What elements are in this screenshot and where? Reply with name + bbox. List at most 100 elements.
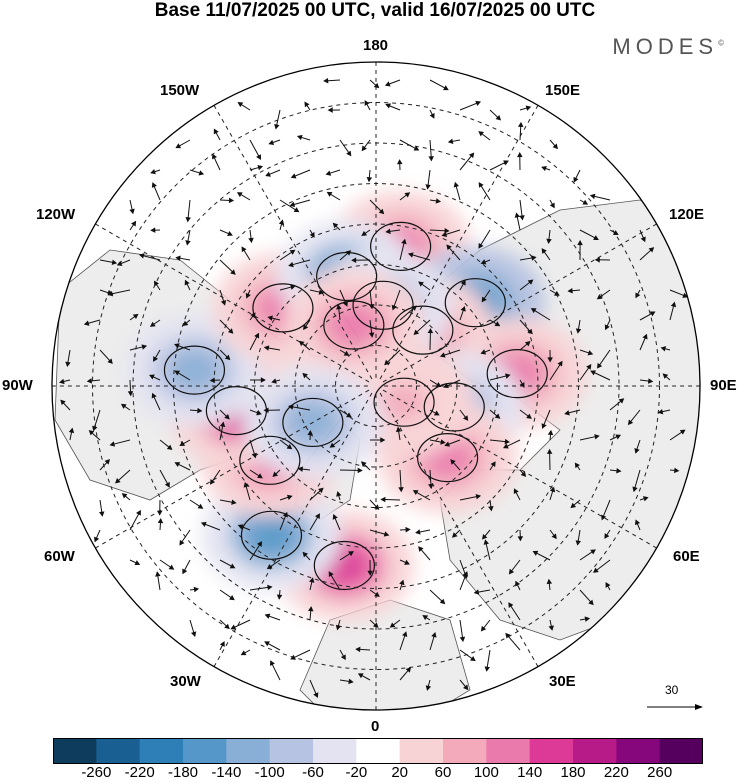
wind-arrow-head [412,490,419,496]
wind-arrow-head [343,350,350,356]
wind-vectors [59,77,689,698]
wind-arrow-head [256,541,263,547]
wind-arrow-head [157,510,163,516]
wind-arrow-head [495,115,502,121]
wind-arrow-head [185,216,191,223]
wind-arrow-head [520,471,527,477]
wind-arrow-head [380,496,386,503]
wind-arrow-head [265,171,271,177]
wind-arrow-head [346,412,352,418]
wind-arrow-head [309,232,315,238]
wind-arrow-head [588,599,594,606]
wind-arrow-head [278,219,285,225]
wind-arrow-head [209,377,215,384]
wind-arrow-head [594,434,600,440]
wind-arrow-head [490,461,496,468]
wind-arrow-head [336,304,342,310]
wind-arrow-head [268,139,275,146]
wind-arrow-head [427,328,434,334]
wind-arrow-head [541,165,547,172]
anomaly-blob [329,305,378,345]
wind-arrow-head [451,532,458,538]
wind-arrow-head [229,595,235,601]
wind-arrow-head [462,415,469,421]
wind-arrow-head [296,134,303,141]
lon-label-30w: 30W [170,673,201,690]
wind-arrow-head [682,292,689,298]
wind-arrow-head [227,328,234,334]
wind-arrow-head [260,377,266,383]
wind-arrow-head [488,506,494,512]
wind-arrow-head [209,479,216,485]
map-title: Base 11/07/2025 00 UTC, valid 16/07/2025… [154,0,596,21]
wind-arrow-head [153,356,159,362]
wind-arrow-head [267,315,273,321]
wind-arrow-head [185,240,191,246]
wind-arrow-head [484,666,491,672]
wind-arrow-head [532,550,539,556]
wind-arrow-head [136,509,141,516]
wind-arrow-head [184,279,190,286]
wind-arrow-head [272,471,279,478]
wind-arrow-head [480,349,487,355]
wind-arrow-head [263,345,270,351]
wind-arrow-head [480,259,487,265]
wind-arrow-head [546,448,553,454]
wind-arrow-head [444,441,451,447]
wind-arrow-head [557,360,563,367]
wind-arrow-head [481,534,488,540]
wind-arrow-head [385,103,391,109]
wind-arrow-head [546,578,553,585]
wind-arrow-head [372,622,379,628]
colorbar-tick-label: 180 [560,764,586,781]
wind-arrow-head [503,160,509,166]
wind-arrow-head [478,182,484,188]
wind-arrow-head [286,494,293,501]
wind-arrow-head [567,287,573,294]
lon-label-120e: 120E [669,206,705,223]
wind-arrow-head [612,230,619,235]
wind-arrow-head [68,427,75,434]
anomaly-contour [163,345,226,395]
wind-arrow-head [627,419,634,426]
vector-scale: 30 [645,683,705,723]
wind-arrow-head [168,564,175,570]
wind-arrow-head [574,462,580,469]
wind-arrow-head [593,235,599,241]
wind-arrow-head [462,571,469,577]
wind-arrow-head [450,459,456,465]
wind-arrow-head [429,112,435,119]
wind-arrow-head [519,215,525,221]
wind-arrow-head [336,491,342,497]
wind-arrow-head [463,684,469,691]
wind-arrow-head [601,514,607,521]
wind-arrow-head [348,551,354,557]
wind-arrow-head [605,582,611,588]
colorbar-frame [53,738,703,764]
colorbar-segment [399,738,444,764]
wind-arrow-head [263,407,269,414]
anomaly-contour [486,349,548,399]
wind-arrow-head [402,631,408,637]
wind-arrow-head [634,519,641,526]
wind-arrow-head [129,208,135,215]
wind-arrow-head [378,208,385,215]
lon-label-180: 180 [363,37,389,54]
wind-arrow-head [213,128,219,135]
wind-arrow-head [351,257,357,263]
wind-arrow-head [428,483,434,490]
wind-arrow-head [662,373,669,379]
colorbar-tick-label: -220 [124,764,155,781]
wind-arrow-head [439,598,446,605]
wind-arrow-head [428,156,434,162]
brand-text: MODES [612,34,719,59]
colorbar-segment [573,738,617,764]
wind-arrow-head [396,159,403,165]
wind-arrow-head [109,441,116,447]
wind-arrow-head [149,321,156,327]
wind-arrow-head [401,238,407,245]
wind-arrow-head [657,408,664,415]
wind-arrow-head [243,481,249,488]
wind-arrow-head [551,533,557,540]
wind-arrow-head [470,655,476,662]
